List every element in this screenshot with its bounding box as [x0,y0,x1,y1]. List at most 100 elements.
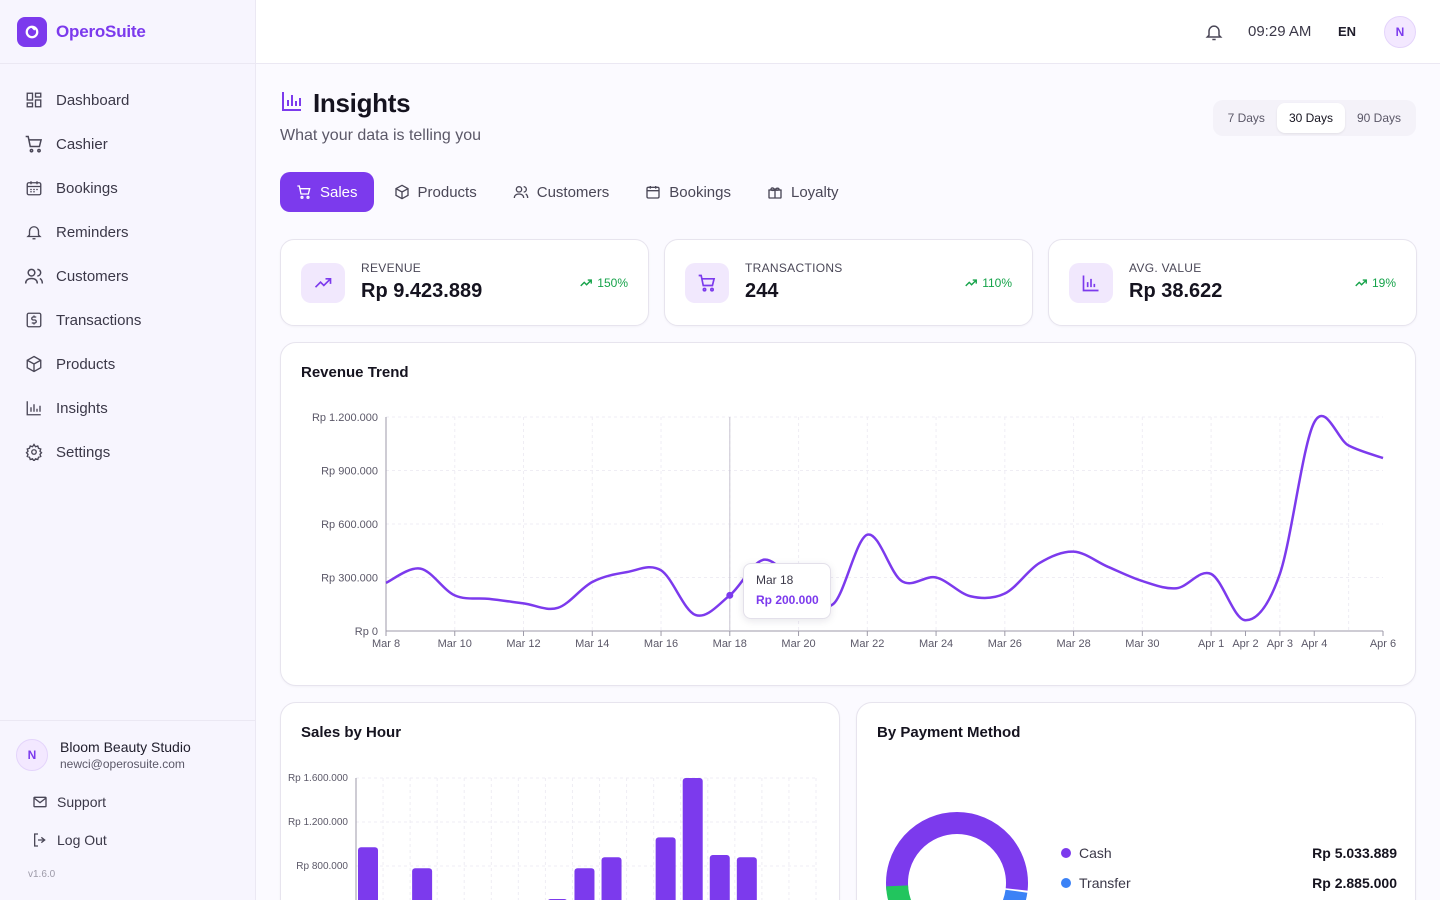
sidebar-item-settings[interactable]: Settings [0,430,255,474]
legend-name: Cash [1079,845,1112,861]
users-icon [24,266,44,286]
legend-dot [1061,848,1071,858]
brand[interactable]: OperoSuite [0,0,255,64]
legend-name: Transfer [1079,875,1131,891]
legend-value: Rp 5.033.889 [1312,845,1397,861]
cart-icon [296,184,312,200]
x-tick-label: Mar 30 [1125,638,1159,650]
user-email: newci@operosuite.com [60,757,185,771]
x-tick-label: Mar 26 [988,638,1022,650]
gift-icon [767,184,783,200]
user-avatar-button[interactable]: N [1384,16,1416,48]
kpi-delta: 150% [579,276,628,290]
sidebar-item-cashier[interactable]: Cashier [0,122,255,166]
hour-bar [682,778,703,900]
sidebar-item-insights[interactable]: Insights [0,386,255,430]
cart-icon [685,263,729,303]
gear-icon [24,442,44,462]
kpi-value: Rp 9.423.889 [361,280,483,302]
dollar-doc-icon [24,310,44,330]
legend-item-transfer: Transfer Rp 2.885.000 [1061,875,1397,891]
page-title: Insights [313,88,411,118]
box-icon [394,184,410,200]
payment-donut-chart[interactable] [857,703,1057,900]
bar-chart-icon [1069,263,1113,303]
kpi-card-transactions: TRANSACTIONS 244 110% [664,239,1033,326]
notification-bell-icon[interactable] [1204,22,1224,42]
y-tick-label: Rp 300.000 [321,573,378,585]
box-icon [24,354,44,374]
range-90-days[interactable]: 90 Days [1356,111,1401,125]
calendar-icon [24,178,44,198]
card-title: Sales by Hour [301,724,402,741]
insight-tabs: Sales Products Customers Bookings Loyalt… [280,172,859,212]
trending-up-icon [965,279,978,287]
sidebar-item-label: Cashier [56,135,108,153]
x-tick-label: Mar 28 [1056,638,1090,650]
hour-bar [655,837,676,900]
kpi-label: AVG. VALUE [1129,261,1202,275]
trending-up-icon [301,263,345,303]
sidebar-item-reminders[interactable]: Reminders [0,210,255,254]
sales-by-hour-chart[interactable]: Rp 800.000 Rp 1.200.000 Rp 1.600.000 [281,703,841,900]
sidebar-item-label: Customers [56,267,129,285]
sidebar-item-bookings[interactable]: Bookings [0,166,255,210]
logout-icon [32,832,48,848]
hour-bar [709,855,730,900]
app-version: v1.6.0 [28,869,56,880]
sidebar-footer: N Bloom Beauty Studio newci@operosuite.c… [0,720,255,900]
bar-chart-icon [280,89,304,118]
x-tick-label: Apr 3 [1267,638,1293,650]
sidebar-item-label: Bookings [56,179,118,197]
hour-bar [736,857,757,900]
range-7-days[interactable]: 7 Days [1227,111,1265,125]
x-tick-label: Apr 1 [1198,638,1224,650]
main-content: Insights What your data is telling you 7… [280,64,1417,900]
sidebar-item-label: Dashboard [56,91,130,109]
logout-link[interactable]: Log Out [0,821,255,859]
tab-products[interactable]: Products [378,172,493,212]
support-link[interactable]: Support [0,783,255,821]
kpi-delta: 19% [1354,276,1396,290]
card-title: By Payment Method [877,724,1021,741]
x-tick-label: Mar 20 [781,638,815,650]
layout-grid-icon [24,90,44,110]
users-icon [513,184,529,200]
page-subtitle: What your data is telling you [280,127,481,144]
sidebar-item-products[interactable]: Products [0,342,255,386]
tab-loyalty[interactable]: Loyalty [751,172,855,212]
tab-label: Bookings [669,183,731,201]
y-tick-label: Rp 1.600.000 [288,773,348,784]
x-tick-label: Apr 6 [1370,638,1396,650]
logo-icon [17,16,47,47]
user-name: Bloom Beauty Studio [60,739,191,755]
tab-sales[interactable]: Sales [280,172,374,212]
sidebar-item-customers[interactable]: Customers [0,254,255,298]
x-tick-label: Mar 10 [438,638,472,650]
tab-bookings[interactable]: Bookings [629,172,747,212]
hover-point [726,591,734,599]
tooltip-value: Rp 200.000 [756,593,819,607]
donut-slice [886,884,912,900]
range-30-days[interactable]: 30 Days [1276,103,1345,133]
tab-customers[interactable]: Customers [497,172,626,212]
sidebar-nav: Dashboard Cashier Bookings Reminders Cus… [0,64,255,474]
x-tick-label: Mar 22 [850,638,884,650]
y-tick-label: Rp 1.200.000 [312,412,378,424]
donut-slice [886,812,1028,891]
language-switch[interactable]: EN [1338,24,1357,39]
revenue-trend-chart[interactable]: Rp 0 Rp 300.000 Rp 600.000 Rp 900.000 Rp 1.2… [281,343,1417,687]
support-label: Support [57,794,107,810]
card-title: Revenue Trend [301,364,409,381]
date-range-selector: 7 Days 30 Days 90 Days [1212,100,1416,136]
user-profile[interactable]: N Bloom Beauty Studio newci@operosuite.c… [0,721,255,771]
kpi-value: 244 [745,280,779,302]
sidebar-item-transactions[interactable]: Transactions [0,298,255,342]
donut-slice [1002,889,1028,900]
sidebar-item-dashboard[interactable]: Dashboard [0,78,255,122]
hour-bar [412,868,433,900]
hour-bar [358,847,378,900]
y-tick-label: Rp 600.000 [321,519,378,531]
hour-bar [601,857,622,900]
calendar-icon [645,184,661,200]
